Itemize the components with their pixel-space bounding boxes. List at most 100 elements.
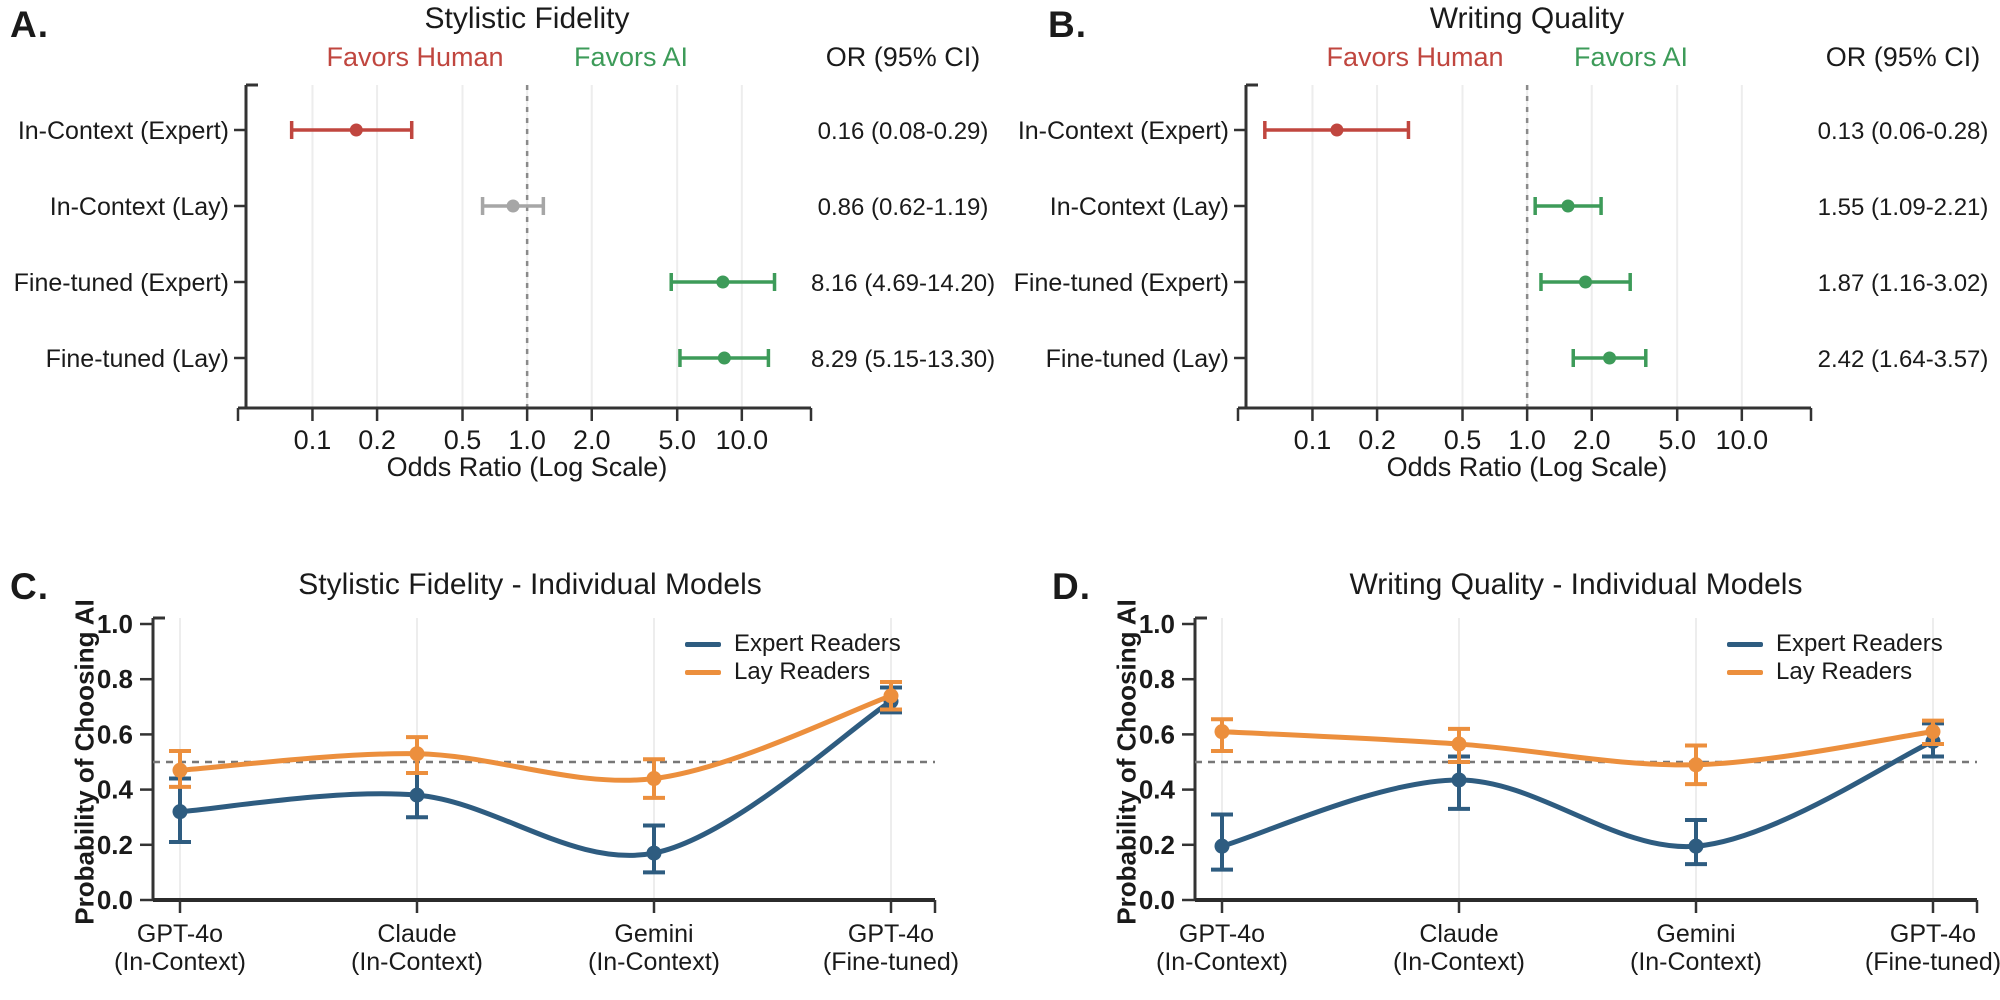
data-point: [1451, 772, 1467, 788]
panel-d-yaxis-label: Probability of Choosing AI: [1111, 599, 1142, 925]
y-tick-label: 0.4: [1139, 775, 1176, 805]
series-line: [177, 693, 894, 783]
forest-row-label: Fine-tuned (Lay): [1046, 345, 1229, 373]
category-label-line2: (Fine-tuned): [1865, 948, 2000, 976]
x-tick-label: 2.0: [1573, 425, 1611, 455]
legend-entry-lay-readers: Lay Readers: [1727, 658, 1943, 686]
data-point: [883, 688, 899, 704]
forest-row-label: In-Context (Expert): [1018, 117, 1229, 145]
panel-c-title: Stylistic Fidelity - Individual Models: [298, 568, 762, 601]
or-point: [506, 199, 520, 213]
category-label-line1: GPT-4o: [1179, 920, 1265, 948]
lay-readers-label: Lay Readers: [734, 658, 871, 685]
or-value-text: 1.87 (1.16-3.02): [1818, 270, 1989, 297]
data-point: [409, 787, 425, 803]
panel-c-yaxis-label: Probability of Choosing AI: [69, 599, 100, 925]
forest-row-label: Fine-tuned (Expert): [1014, 269, 1229, 297]
x-tick-label: 0.1: [294, 425, 332, 455]
category-label-line1: GPT-4o: [848, 920, 934, 948]
panel-b-xaxis-label: Odds Ratio (Log Scale): [1386, 452, 1668, 482]
x-tick-label: 10.0: [716, 425, 769, 455]
panel-d-line-plot: 0.00.20.40.60.81.0GPT-4o(In-Context)Clau…: [1139, 609, 2000, 976]
category-label-line2: (In-Context): [1630, 948, 1762, 976]
series-line: [177, 698, 894, 858]
y-tick-label: 1.0: [97, 609, 133, 639]
data-point: [646, 771, 662, 787]
x-tick-label: 5.0: [658, 425, 696, 455]
expert-readers-line-swatch: [1727, 641, 1763, 647]
category-label-line2: (In-Context): [1393, 948, 1525, 976]
panel-a-title: Stylistic Fidelity: [424, 2, 630, 35]
category-label-line2: (In-Context): [351, 948, 483, 976]
forest-row-label: In-Context (Lay): [50, 193, 229, 221]
legend-entry-expert-readers: Expert Readers: [1727, 630, 1943, 658]
lay-readers-line-swatch: [685, 669, 721, 675]
forest-row-label: Fine-tuned (Lay): [46, 345, 229, 373]
category-label-line1: GPT-4o: [137, 920, 223, 948]
data-point: [409, 746, 425, 762]
panel-b-title: Writing Quality: [1429, 2, 1625, 35]
or-value-text: 1.55 (1.09-2.21): [1818, 194, 1989, 221]
panel-b-favors-human-header: Favors Human: [1326, 42, 1504, 72]
or-point: [1561, 199, 1575, 213]
expert-readers-line-swatch: [685, 641, 721, 647]
or-point: [349, 123, 363, 137]
or-value-text: 8.29 (5.15-13.30): [811, 346, 995, 373]
or-point: [716, 275, 730, 289]
data-point: [1214, 838, 1230, 854]
category-label-line2: (In-Context): [588, 948, 720, 976]
x-tick-label: 1.0: [1508, 425, 1546, 455]
panel-a-favors-human-header: Favors Human: [326, 42, 504, 72]
x-tick-label: 1.0: [508, 425, 546, 455]
y-tick-label: 0.8: [97, 664, 133, 694]
y-tick-label: 0.6: [1139, 719, 1175, 749]
panel-a-forest-plot: 0.1 0.2 0.5 1.0 2.0 5.0 10.0 In-Context (Expert…: [14, 83, 995, 455]
or-point: [1330, 123, 1344, 137]
category-label-line1: Claude: [377, 920, 456, 948]
data-point: [1214, 724, 1230, 740]
y-tick-label: 0.2: [97, 830, 133, 860]
x-tick-label: 0.1: [1294, 425, 1332, 455]
panel-a-favors-ai-header: Favors AI: [573, 42, 689, 72]
category-label-line1: Gemini: [614, 920, 693, 948]
data-point: [1688, 838, 1704, 854]
y-tick-label: 0.6: [97, 719, 133, 749]
x-tick-label: 0.2: [358, 425, 396, 455]
legend-entry-expert-readers: Expert Readers: [685, 630, 901, 658]
panel-a-or-ci-header: OR (95% CI): [825, 42, 981, 72]
panel-d-legend: Expert Readers Lay Readers: [1727, 630, 1943, 686]
panel-a-xaxis-label: Odds Ratio (Log Scale): [386, 452, 668, 482]
data-point: [1925, 724, 1941, 740]
panel-b-favors-ai-header: Favors AI: [1573, 42, 1689, 72]
forest-row-label: In-Context (Lay): [1050, 193, 1229, 221]
lay-readers-line-swatch: [1727, 669, 1763, 675]
lay-readers-label: Lay Readers: [1776, 658, 1913, 685]
category-label-line1: Gemini: [1656, 920, 1735, 948]
series-line: [1219, 729, 1936, 768]
or-point: [717, 351, 731, 365]
y-tick-label: 0.4: [97, 775, 134, 805]
expert-readers-label: Expert Readers: [1776, 630, 1943, 657]
or-value-text: 2.42 (1.64-3.57): [1818, 346, 1989, 373]
panel-b-or-ci-header: OR (95% CI): [1825, 42, 1981, 72]
data-point: [1451, 736, 1467, 752]
expert-readers-label: Expert Readers: [734, 630, 901, 657]
or-value-text: 8.16 (4.69-14.20): [811, 270, 995, 297]
y-tick-label: 0.2: [1139, 830, 1175, 860]
panel-a-letter: A.: [10, 4, 49, 45]
panel-c-letter: C.: [10, 566, 49, 607]
or-value-text: 0.13 (0.06-0.28): [1818, 118, 1989, 145]
legend-entry-lay-readers: Lay Readers: [685, 658, 901, 686]
panel-d-letter: D.: [1052, 566, 1091, 607]
panel-d-title: Writing Quality - Individual Models: [1349, 568, 1803, 601]
data-point: [1688, 757, 1704, 773]
y-tick-label: 1.0: [1139, 609, 1175, 639]
category-label-line2: (Fine-tuned): [823, 948, 959, 976]
category-label-line2: (In-Context): [114, 948, 246, 976]
x-tick-label: 0.5: [1444, 425, 1482, 455]
y-tick-label: 0.0: [1139, 885, 1175, 915]
series-line: [1219, 738, 1936, 850]
or-point: [1578, 275, 1592, 289]
y-tick-label: 0.0: [97, 885, 133, 915]
